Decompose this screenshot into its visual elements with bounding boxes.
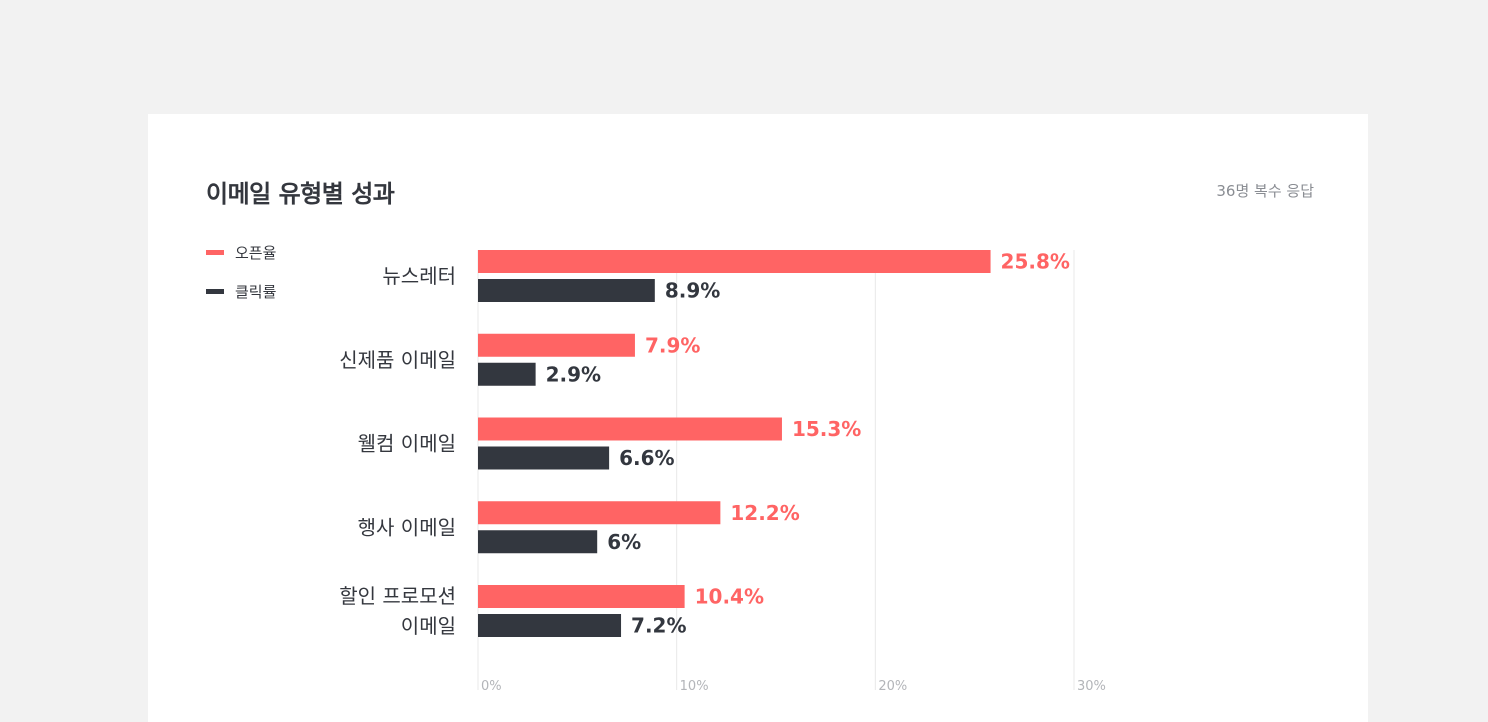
legend: 오픈율 클릭률	[206, 242, 276, 320]
legend-item-click: 클릭률	[206, 281, 276, 301]
chart-title: 이메일 유형별 성과	[206, 180, 395, 208]
open-rate-bar	[478, 501, 721, 525]
click-rate-bar	[478, 446, 610, 470]
category-label: 신제품 이메일	[339, 348, 456, 372]
open-rate-value-label: 15.3%	[792, 417, 861, 441]
click-rate-bar	[478, 362, 536, 386]
open-rate-bar	[478, 250, 991, 273]
open-rate-bar	[478, 585, 685, 608]
legend-label-open: 오픈율	[235, 243, 277, 262]
open-rate-value-label: 25.8%	[1001, 250, 1070, 274]
x-tick-label: 30%	[1077, 679, 1106, 694]
x-tick-label: 10%	[680, 679, 709, 694]
category-label: 행사 이메일	[358, 515, 456, 539]
category-label: 이메일	[401, 614, 456, 638]
click-rate-bar	[478, 279, 655, 302]
click-rate-value-label: 6.6%	[619, 446, 674, 470]
click-rate-value-label: 8.9%	[665, 279, 720, 303]
click-rate-value-label: 6%	[607, 530, 641, 554]
open-rate-value-label: 7.9%	[645, 333, 700, 357]
legend-swatch-click	[206, 288, 224, 294]
open-rate-value-label: 12.2%	[730, 501, 799, 525]
legend-item-open: 오픈율	[206, 242, 276, 262]
category-label: 웰컴 이메일	[358, 432, 456, 456]
legend-swatch-open	[206, 249, 224, 255]
chart-card: 이메일 유형별 성과 36명 복수 응답 오픈율 클릭률 0% 10% 20% 30%…	[148, 114, 1368, 722]
click-rate-value-label: 7.2%	[631, 614, 686, 638]
click-rate-bar	[478, 614, 622, 637]
x-tick-label: 0%	[481, 679, 502, 694]
response-note: 36명 복수 응답	[1216, 182, 1314, 200]
open-rate-bar	[478, 333, 635, 357]
x-tick-label: 20%	[878, 679, 907, 694]
click-rate-value-label: 2.9%	[546, 362, 601, 386]
bar-chart: 0% 10% 20% 30% 25.8% 8.9% 뉴스레터 7.9% 2.9% 신제품 이메일 1…	[339, 250, 1106, 695]
category-label: 뉴스레터	[382, 264, 456, 288]
click-rate-bar	[478, 530, 598, 554]
open-rate-value-label: 10.4%	[695, 585, 764, 609]
category-label: 할인 프로모션	[339, 584, 456, 608]
legend-label-click: 클릭률	[235, 282, 277, 301]
open-rate-bar	[478, 417, 782, 441]
